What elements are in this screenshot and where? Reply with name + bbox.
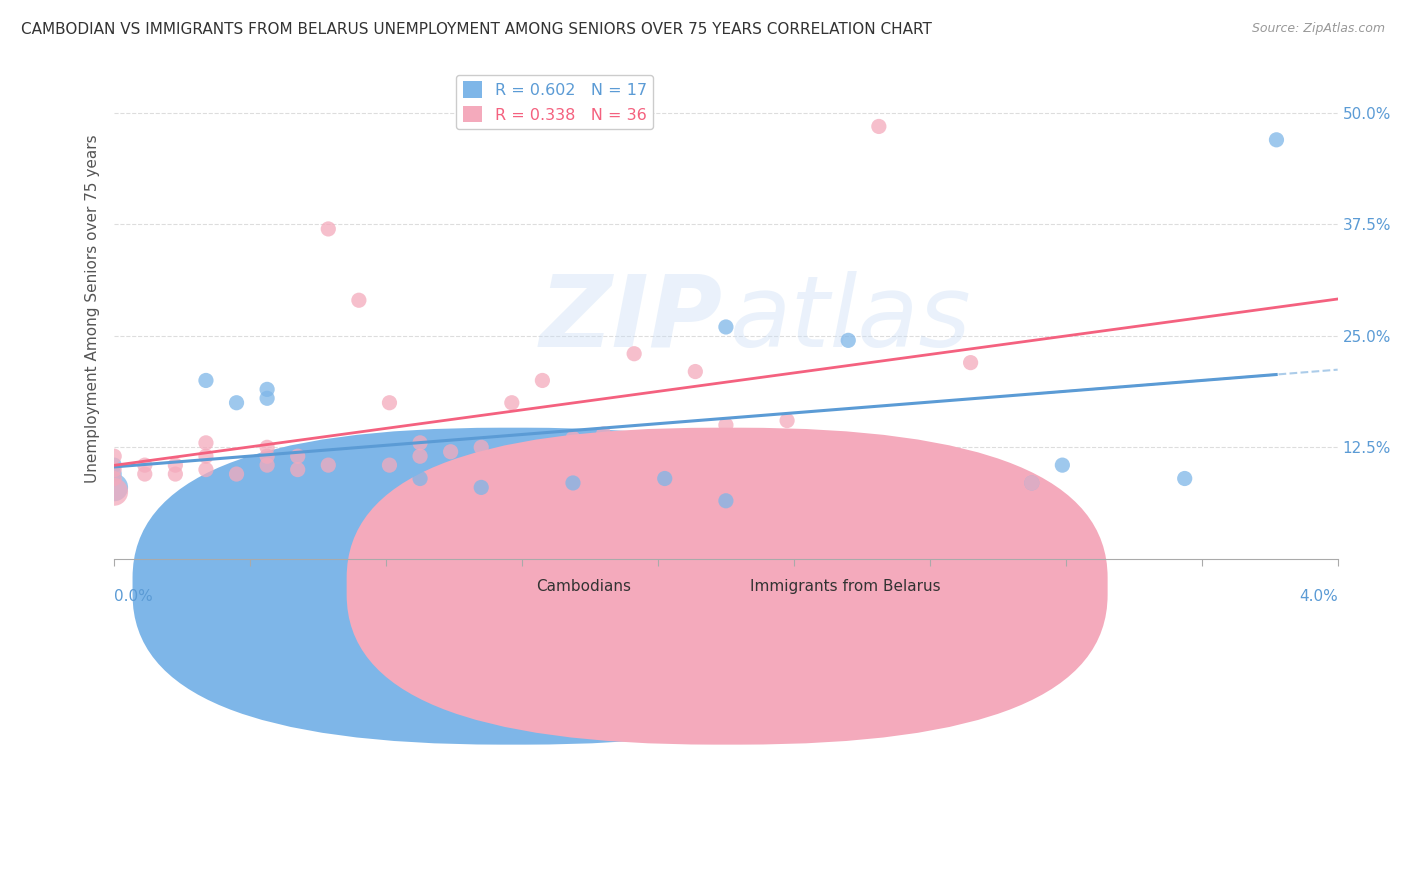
Point xyxy=(134,467,156,481)
Point xyxy=(194,462,217,476)
Point xyxy=(256,440,278,454)
FancyBboxPatch shape xyxy=(347,427,1108,745)
Point xyxy=(316,462,339,476)
Point xyxy=(194,449,217,463)
Point xyxy=(134,458,156,472)
Point xyxy=(256,392,278,406)
Point xyxy=(714,493,737,508)
Text: Source: ZipAtlas.com: Source: ZipAtlas.com xyxy=(1251,22,1385,36)
Point xyxy=(1052,458,1074,472)
Text: Cambodians: Cambodians xyxy=(536,579,631,594)
Point xyxy=(256,383,278,397)
Point xyxy=(103,471,125,485)
Point xyxy=(959,356,981,370)
Point xyxy=(592,426,614,441)
Point xyxy=(837,334,859,348)
Point xyxy=(714,320,737,334)
Point xyxy=(470,440,492,454)
Point xyxy=(1265,133,1288,147)
Text: CAMBODIAN VS IMMIGRANTS FROM BELARUS UNEMPLOYMENT AMONG SENIORS OVER 75 YEARS CO: CAMBODIAN VS IMMIGRANTS FROM BELARUS UNE… xyxy=(21,22,932,37)
Point xyxy=(714,417,737,432)
Point xyxy=(654,471,676,485)
Point xyxy=(103,480,125,494)
Point xyxy=(1021,475,1043,490)
Point xyxy=(103,458,125,472)
Point xyxy=(562,431,585,445)
Point xyxy=(409,449,432,463)
FancyBboxPatch shape xyxy=(132,427,894,745)
Text: 4.0%: 4.0% xyxy=(1299,589,1337,604)
Point xyxy=(378,471,401,485)
Y-axis label: Unemployment Among Seniors over 75 years: Unemployment Among Seniors over 75 years xyxy=(86,135,100,483)
Point xyxy=(776,413,799,427)
Point xyxy=(316,222,339,236)
Point xyxy=(531,374,554,388)
Text: ZIP: ZIP xyxy=(540,270,723,368)
Point xyxy=(165,467,187,481)
Point xyxy=(347,293,370,308)
Point xyxy=(440,444,463,458)
Point xyxy=(562,475,585,490)
Point xyxy=(256,458,278,472)
Point xyxy=(256,449,278,463)
Point xyxy=(409,435,432,450)
Point xyxy=(103,484,125,499)
Point xyxy=(347,475,370,490)
Point xyxy=(378,396,401,410)
Point xyxy=(409,471,432,485)
Text: 0.0%: 0.0% xyxy=(114,589,153,604)
Point xyxy=(1174,471,1197,485)
Legend: R = 0.602   N = 17, R = 0.338   N = 36: R = 0.602 N = 17, R = 0.338 N = 36 xyxy=(456,75,652,129)
Text: Immigrants from Belarus: Immigrants from Belarus xyxy=(751,579,941,594)
Point xyxy=(103,467,125,481)
Point xyxy=(378,458,401,472)
Point xyxy=(316,458,339,472)
Point xyxy=(225,467,247,481)
Point xyxy=(685,365,707,379)
Point xyxy=(225,396,247,410)
Point xyxy=(470,480,492,494)
Point xyxy=(103,449,125,463)
Point xyxy=(287,449,309,463)
Point xyxy=(165,458,187,472)
Text: atlas: atlas xyxy=(730,270,972,368)
Point xyxy=(194,435,217,450)
Point xyxy=(287,462,309,476)
Point xyxy=(103,462,125,476)
Point xyxy=(623,347,645,361)
Point xyxy=(194,374,217,388)
Point xyxy=(501,396,523,410)
Point xyxy=(1021,475,1043,490)
Point xyxy=(868,120,890,134)
